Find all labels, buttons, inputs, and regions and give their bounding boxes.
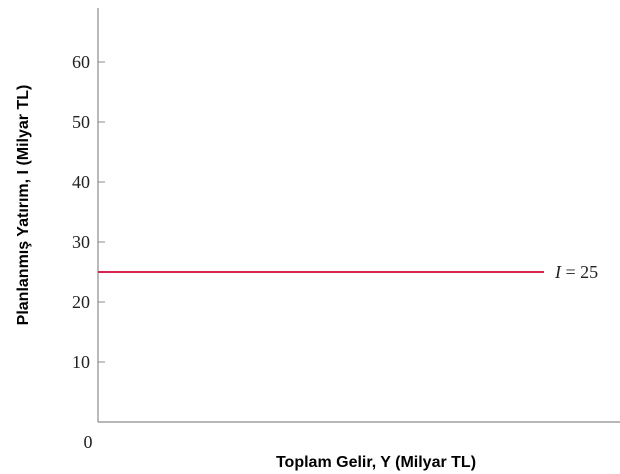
origin-label: 0	[84, 432, 93, 452]
axes	[97, 8, 620, 423]
y-tick-label: 10	[72, 352, 90, 372]
line-annotation: I = 25	[554, 262, 598, 282]
y-tick-label: 20	[72, 292, 90, 312]
y-tick-label: 50	[72, 112, 90, 132]
y-axis-title: Planlanmış Yatırım, I (Milyar TL)	[15, 85, 32, 326]
y-tick-label: 40	[72, 172, 90, 192]
x-axis-title: Toplam Gelir, Y (Milyar TL)	[276, 454, 476, 471]
y-ticks: 10 20 30 40 50 60	[72, 52, 105, 372]
y-tick-label: 60	[72, 52, 90, 72]
annotations: I = 25	[554, 262, 598, 282]
y-tick-label: 30	[72, 232, 90, 252]
